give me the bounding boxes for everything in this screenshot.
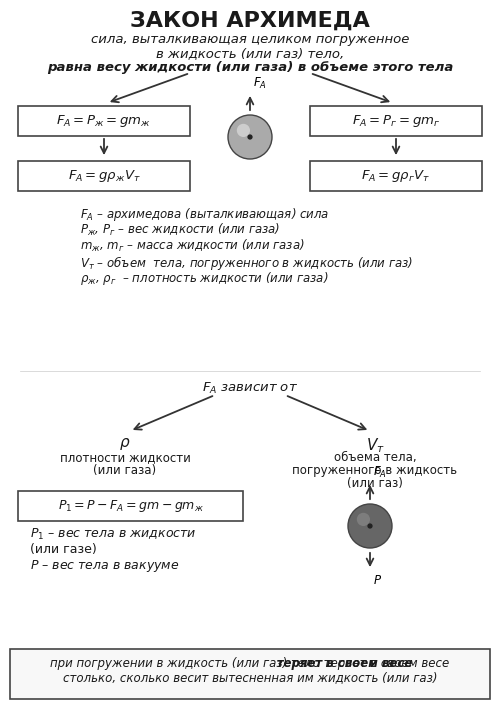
- FancyBboxPatch shape: [18, 491, 243, 521]
- Text: $P$ – вес тела в вакууме: $P$ – вес тела в вакууме: [30, 558, 180, 574]
- Text: плотности жидкости: плотности жидкости: [60, 451, 190, 464]
- Text: $\rho_ж$, $\rho_г$  – плотность жидкости (или газа): $\rho_ж$, $\rho_г$ – плотность жидкости …: [80, 270, 328, 287]
- Text: $F_A = g\rho_ж V_т$: $F_A = g\rho_ж V_т$: [68, 168, 140, 184]
- Text: объема тела,: объема тела,: [334, 451, 416, 464]
- FancyBboxPatch shape: [310, 161, 482, 191]
- Text: ЗАКОН АРХИМЕДА: ЗАКОН АРХИМЕДА: [130, 11, 370, 31]
- Circle shape: [228, 115, 272, 159]
- Text: (или газа): (или газа): [94, 464, 156, 477]
- Text: $V_т$: $V_т$: [366, 436, 384, 455]
- Text: (или газе): (или газе): [30, 543, 97, 556]
- Text: сила, выталкивающая целиком погруженное: сила, выталкивающая целиком погруженное: [91, 33, 409, 46]
- Text: погруженного в жидкость: погруженного в жидкость: [292, 464, 458, 477]
- FancyBboxPatch shape: [18, 106, 190, 136]
- Text: $F_A$: $F_A$: [373, 465, 387, 480]
- Circle shape: [368, 523, 372, 529]
- Text: столько, сколько весит вытесненная им жидкость (или газ): столько, сколько весит вытесненная им жи…: [63, 671, 437, 684]
- Text: $F_A = g\rho_г V_т$: $F_A = g\rho_г V_т$: [362, 168, 430, 184]
- Text: $F_A$ зависит от: $F_A$ зависит от: [202, 381, 298, 396]
- Text: $P_1 = P - F_A = gm - gm_ж$: $P_1 = P - F_A = gm - gm_ж$: [58, 498, 204, 514]
- Text: $F_A$ – архимедова (выталкивающая) сила: $F_A$ – архимедова (выталкивающая) сила: [80, 206, 330, 223]
- Circle shape: [237, 124, 250, 137]
- FancyBboxPatch shape: [18, 161, 190, 191]
- Text: $P_ж$, $P_г$ – вес жидкости (или газа): $P_ж$, $P_г$ – вес жидкости (или газа): [80, 222, 280, 238]
- Circle shape: [248, 134, 252, 139]
- Text: в жидкость (или газ) тело,: в жидкость (или газ) тело,: [156, 47, 344, 60]
- Text: теряет в своем весе: теряет в своем весе: [88, 657, 412, 670]
- Text: $F_A$: $F_A$: [253, 76, 267, 91]
- Text: $V_т$ – объем  тела, погруженного в жидкость (или газ): $V_т$ – объем тела, погруженного в жидко…: [80, 254, 413, 272]
- Text: $F_A = P_ж = gm_ж$: $F_A = P_ж = gm_ж$: [56, 113, 152, 129]
- Text: равна весу жидкости (или газа) в объеме этого тела: равна весу жидкости (или газа) в объеме …: [47, 61, 453, 74]
- Text: $P$: $P$: [373, 574, 382, 587]
- Circle shape: [348, 504, 392, 548]
- FancyBboxPatch shape: [10, 649, 490, 699]
- Circle shape: [357, 513, 370, 526]
- Text: $P_1$ – вес тела в жидкости: $P_1$ – вес тела в жидкости: [30, 527, 196, 542]
- Text: $m_ж$, $m_г$ – масса жидкости (или газа): $m_ж$, $m_г$ – масса жидкости (или газа): [80, 238, 304, 254]
- Text: при погружении в жидкость (или газ) тело теряет в своем весе: при погружении в жидкость (или газ) тело…: [50, 657, 450, 670]
- FancyBboxPatch shape: [310, 106, 482, 136]
- Text: (или газ): (или газ): [347, 477, 403, 490]
- Text: $F_A = P_г = gm_г$: $F_A = P_г = gm_г$: [352, 113, 440, 129]
- Text: $\rho$: $\rho$: [119, 436, 131, 452]
